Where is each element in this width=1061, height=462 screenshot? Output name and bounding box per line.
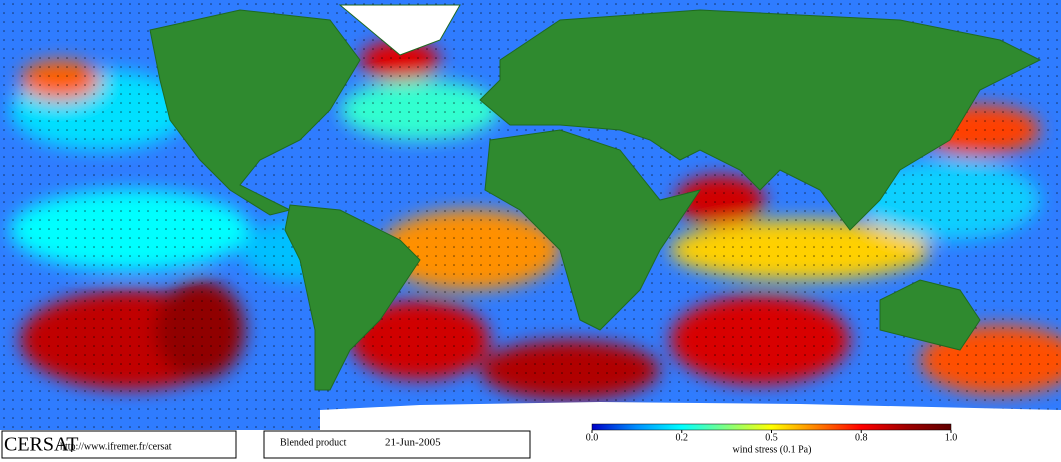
colorbar-tick-label: 0.0 — [586, 432, 599, 443]
logo: CERSAT — [4, 434, 78, 456]
product: Blended product — [280, 437, 347, 448]
colorbar — [591, 423, 952, 431]
colorbar-label: wind stress (0.1 Pa) — [733, 444, 812, 455]
colorbar-tick-label: 0.5 — [765, 432, 778, 443]
logo-box — [1, 430, 237, 459]
info-box — [263, 430, 531, 459]
date: 21-Jun-2005 — [385, 437, 441, 449]
colorbar-tick-label: 0.8 — [855, 432, 868, 443]
colorbar-tick-label: 1.0 — [945, 432, 958, 443]
land — [149, 4, 1061, 430]
colorbar-tick-label: 0.2 — [676, 432, 689, 443]
url: http://www.ifremer.fr/cersat — [60, 441, 172, 452]
